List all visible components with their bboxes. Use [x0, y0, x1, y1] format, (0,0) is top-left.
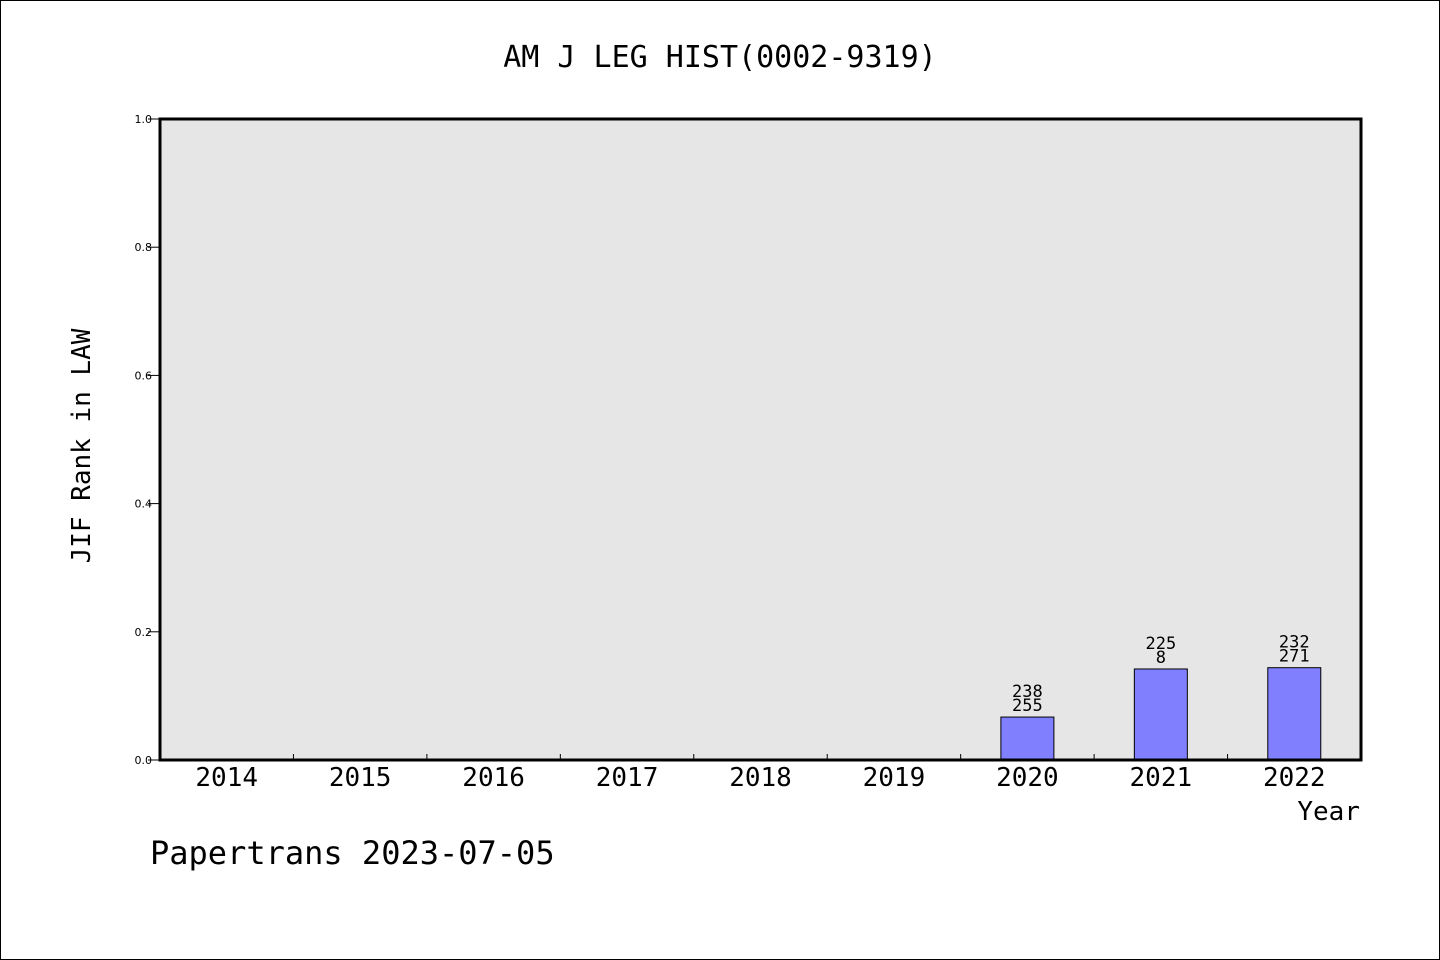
- bar-data-label: 225: [1145, 634, 1176, 654]
- x-tick-label: 2015: [329, 763, 392, 793]
- x-tick-label: 2019: [863, 763, 926, 793]
- bar-2020: [1000, 716, 1055, 761]
- x-tick-label: 2017: [596, 763, 659, 793]
- x-tick-label: 2020: [996, 763, 1059, 793]
- bar-data-label: 232: [1279, 633, 1310, 653]
- x-axis: 2014 2015 2016 2017 2018 2019 2020 2021 2022: [195, 754, 1326, 793]
- y-axis: 0.0 0.2 0.4 0.6 0.8 1.0: [135, 113, 160, 767]
- x-tick-label: 2021: [1130, 763, 1193, 793]
- bar-data-label: 238: [1012, 682, 1043, 702]
- bar-2021: [1133, 668, 1188, 761]
- y-tick-label: 0.4: [135, 498, 153, 511]
- plot-border: [158, 117, 1363, 762]
- bar-data-label: 8: [1156, 648, 1166, 668]
- x-tick-label: 2014: [195, 763, 258, 793]
- footer-credit: Papertrans 2023-07-05: [150, 834, 555, 872]
- bar-data-label: 271: [1279, 647, 1310, 667]
- x-axis-label: Year: [1297, 797, 1360, 827]
- y-tick-label: 1.0: [135, 113, 153, 126]
- x-tick-label: 2016: [462, 763, 525, 793]
- chart-title: AM J LEG HIST(0002-9319): [503, 40, 936, 75]
- x-tick-label: 2018: [729, 763, 792, 793]
- y-tick-label: 0.0: [135, 754, 153, 767]
- y-tick-label: 0.8: [135, 241, 153, 254]
- bar-data-label: 255: [1012, 696, 1043, 716]
- y-tick-label: 0.6: [135, 369, 153, 382]
- plot-area: [160, 119, 1361, 760]
- bar-2022: [1267, 667, 1322, 761]
- y-tick-label: 0.2: [135, 626, 153, 639]
- x-tick-label: 2022: [1263, 763, 1326, 793]
- y-axis-label: JIF Rank in LAW: [67, 328, 97, 563]
